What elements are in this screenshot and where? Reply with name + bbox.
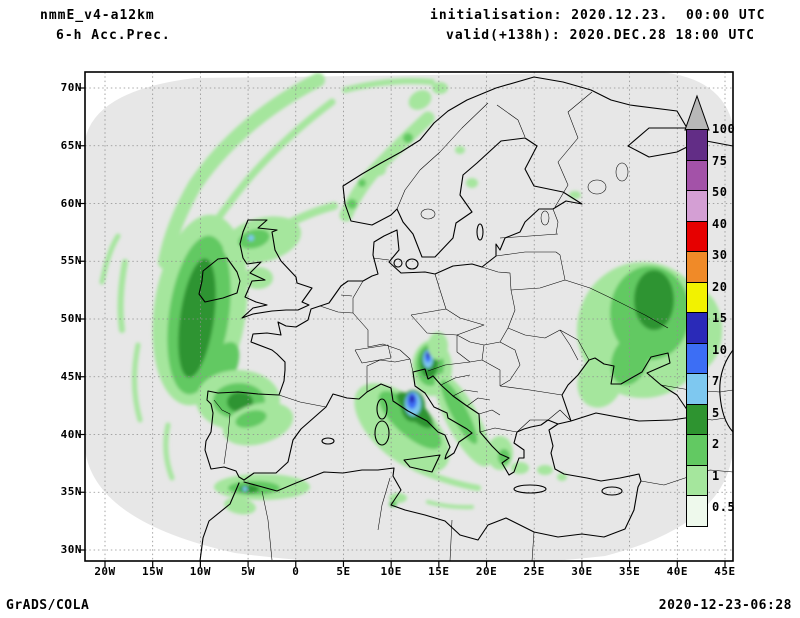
colorbar-tick-label: 5 — [712, 405, 720, 420]
lon-tick-label: 15W — [142, 565, 164, 578]
lon-tick-label: 10W — [189, 565, 212, 578]
colorbar-tick-label: 15 — [712, 311, 728, 325]
lon-tick-label: 15E — [428, 565, 450, 578]
lon-tick-label: 5E — [336, 565, 351, 578]
lat-tick-label: 40N — [60, 427, 82, 441]
grid-layer — [85, 72, 733, 561]
axis-ticks — [78, 87, 726, 567]
lon-tick-label: 20E — [475, 565, 498, 578]
colorbar-tick-label: 7 — [712, 374, 720, 388]
colorbar-tick-label: 100 — [712, 122, 736, 136]
colorbar-segment — [686, 403, 708, 435]
colorbar-segment — [686, 373, 708, 405]
colorbar-segment — [686, 190, 708, 222]
lat-tick-label: 35N — [60, 485, 82, 499]
colorbar-segment — [686, 159, 708, 191]
colorbar-tick-label: 10 — [712, 342, 728, 357]
lat-tick-label: 50N — [60, 312, 82, 325]
colorbar-overflow-arrow — [684, 94, 710, 131]
lon-tick-label: 35E — [618, 565, 641, 578]
lat-tick-label: 30N — [60, 543, 82, 556]
lat-tick-label: 45N — [60, 369, 82, 383]
lon-tick-label: 20W — [94, 565, 116, 578]
colorbar-segment — [686, 342, 708, 374]
colorbar-tick-label: 30 — [712, 248, 728, 262]
generated-timestamp: 2020-12-23-06:28 — [658, 598, 792, 613]
valid-time-label: valid(+138h): 2020.DEC.28 18:00 UTC — [446, 28, 755, 43]
colorbar-segment — [686, 220, 708, 252]
lat-tick-label: 70N — [60, 81, 82, 94]
field-title: 6-h Acc.Prec. — [56, 28, 171, 43]
lon-tick-label: 5W — [240, 565, 256, 578]
colorbar-tick-label: 0.5 — [712, 500, 736, 514]
colorbar-tick-label: 50 — [712, 185, 728, 199]
precipitation-layer — [99, 73, 722, 515]
lon-tick-label: 45E — [714, 565, 736, 578]
lon-tick-label: 30E — [571, 565, 593, 578]
init-time-label: initialisation: 2020.12.23. 00:00 UTC — [430, 8, 766, 23]
colorbar-tick-label: 40 — [712, 216, 728, 231]
colorbar-segment — [686, 434, 708, 466]
model-title: nmmE_v4-a12km — [40, 8, 155, 23]
lat-tick-label: 60N — [60, 196, 82, 210]
lon-tick-label: 0 — [292, 565, 300, 578]
colorbar-segment — [686, 464, 708, 496]
colorbar-segment — [686, 129, 708, 161]
colorbar-segment — [686, 281, 708, 313]
map-frame — [84, 71, 734, 562]
lon-tick-label: 25E — [523, 565, 545, 578]
colorbar-tick-label: 2 — [712, 437, 720, 451]
colorbar-segment — [686, 495, 708, 527]
lat-tick-label: 55N — [60, 254, 82, 268]
grads-credit: GrADS/COLA — [6, 598, 90, 613]
colorbar-segment — [686, 251, 708, 283]
colorbar-tick-label: 20 — [712, 279, 728, 294]
colorbar-tick-label: 75 — [712, 153, 728, 168]
coastlines-layer — [198, 76, 733, 561]
colorbar-tick-label: 1 — [712, 468, 720, 483]
lon-tick-label: 10E — [380, 565, 402, 578]
colorbar-segment — [686, 312, 708, 344]
lon-tick-label: 40E — [666, 565, 688, 578]
lat-tick-label: 65N — [60, 138, 82, 152]
country-borders-layer — [213, 91, 733, 561]
colorbar — [686, 129, 708, 527]
